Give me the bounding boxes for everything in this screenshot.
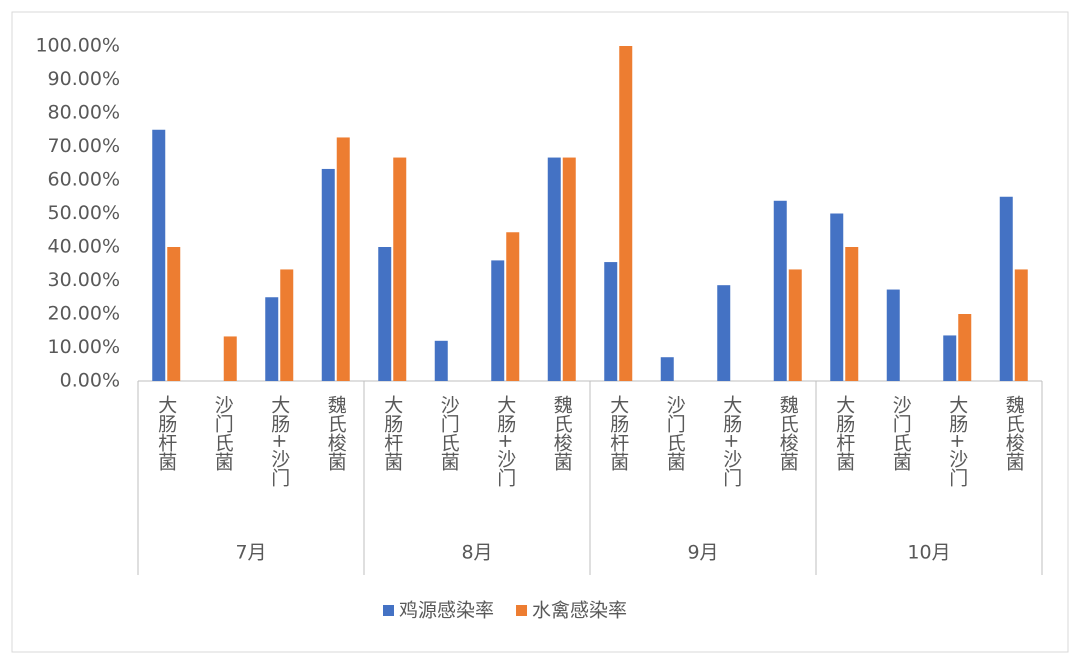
x-tick-label: 大肠+沙门	[494, 395, 516, 487]
bar	[845, 247, 859, 381]
x-tick-label: 大肠杆菌	[607, 395, 629, 471]
group-label: 8月	[461, 542, 492, 564]
x-tick-label: 大肠+沙门	[946, 395, 968, 487]
bar	[167, 247, 181, 381]
y-tick-label: 60.00%	[48, 169, 120, 191]
bar	[660, 357, 674, 381]
group-label: 9月	[687, 542, 718, 564]
bar	[604, 262, 618, 381]
bar	[434, 340, 448, 381]
legend-label: 鸡源感染率	[399, 600, 494, 622]
bar	[830, 213, 844, 381]
bar	[999, 196, 1013, 381]
bar	[321, 168, 335, 381]
y-tick-label: 80.00%	[48, 102, 120, 124]
x-tick-label: 沙门氏菌	[438, 395, 460, 471]
group-label: 7月	[235, 542, 266, 564]
x-tick-label: 魏氏梭菌	[777, 395, 799, 471]
legend-label: 水禽感染率	[532, 600, 627, 622]
legend-swatch	[516, 605, 528, 616]
bar	[547, 157, 561, 381]
bar	[1014, 269, 1028, 381]
y-tick-label: 20.00%	[48, 303, 120, 325]
y-tick-label: 40.00%	[48, 236, 120, 258]
bar	[562, 157, 576, 381]
y-tick-label: 10.00%	[48, 336, 120, 358]
bar	[788, 269, 802, 381]
x-tick-label: 大肠杆菌	[155, 395, 177, 471]
bar	[773, 200, 787, 381]
x-tick-label: 魏氏梭菌	[1003, 395, 1025, 471]
x-tick-label: 沙门氏菌	[212, 395, 234, 471]
bar	[393, 157, 407, 381]
y-tick-label: 30.00%	[48, 269, 120, 291]
x-tick-label: 大肠杆菌	[381, 395, 403, 471]
bar	[152, 129, 166, 381]
group-label: 10月	[907, 542, 950, 564]
bar	[280, 269, 294, 381]
y-tick-label: 90.00%	[48, 68, 120, 90]
x-tick-label: 大肠+沙门	[268, 395, 290, 487]
bar	[886, 289, 900, 381]
bar	[378, 247, 392, 381]
bar	[265, 297, 279, 381]
bar	[506, 232, 520, 381]
y-tick-label: 50.00%	[48, 202, 120, 224]
x-tick-label: 沙门氏菌	[664, 395, 686, 471]
bar	[223, 336, 237, 381]
x-tick-label: 沙门氏菌	[890, 395, 912, 471]
legend-swatch	[383, 605, 394, 616]
y-tick-label: 0.00%	[60, 370, 120, 392]
y-tick-label: 70.00%	[48, 135, 120, 157]
x-tick-label: 大肠杆菌	[833, 395, 855, 471]
bar	[619, 46, 633, 381]
y-tick-label: 100.00%	[35, 35, 120, 57]
x-tick-label: 魏氏梭菌	[325, 395, 347, 471]
bar	[491, 260, 505, 381]
x-tick-label: 大肠+沙门	[720, 395, 742, 487]
x-tick-label: 魏氏梭菌	[551, 395, 573, 471]
bar	[717, 285, 731, 381]
bar	[958, 314, 972, 381]
bar	[943, 335, 957, 381]
bar	[336, 137, 350, 381]
